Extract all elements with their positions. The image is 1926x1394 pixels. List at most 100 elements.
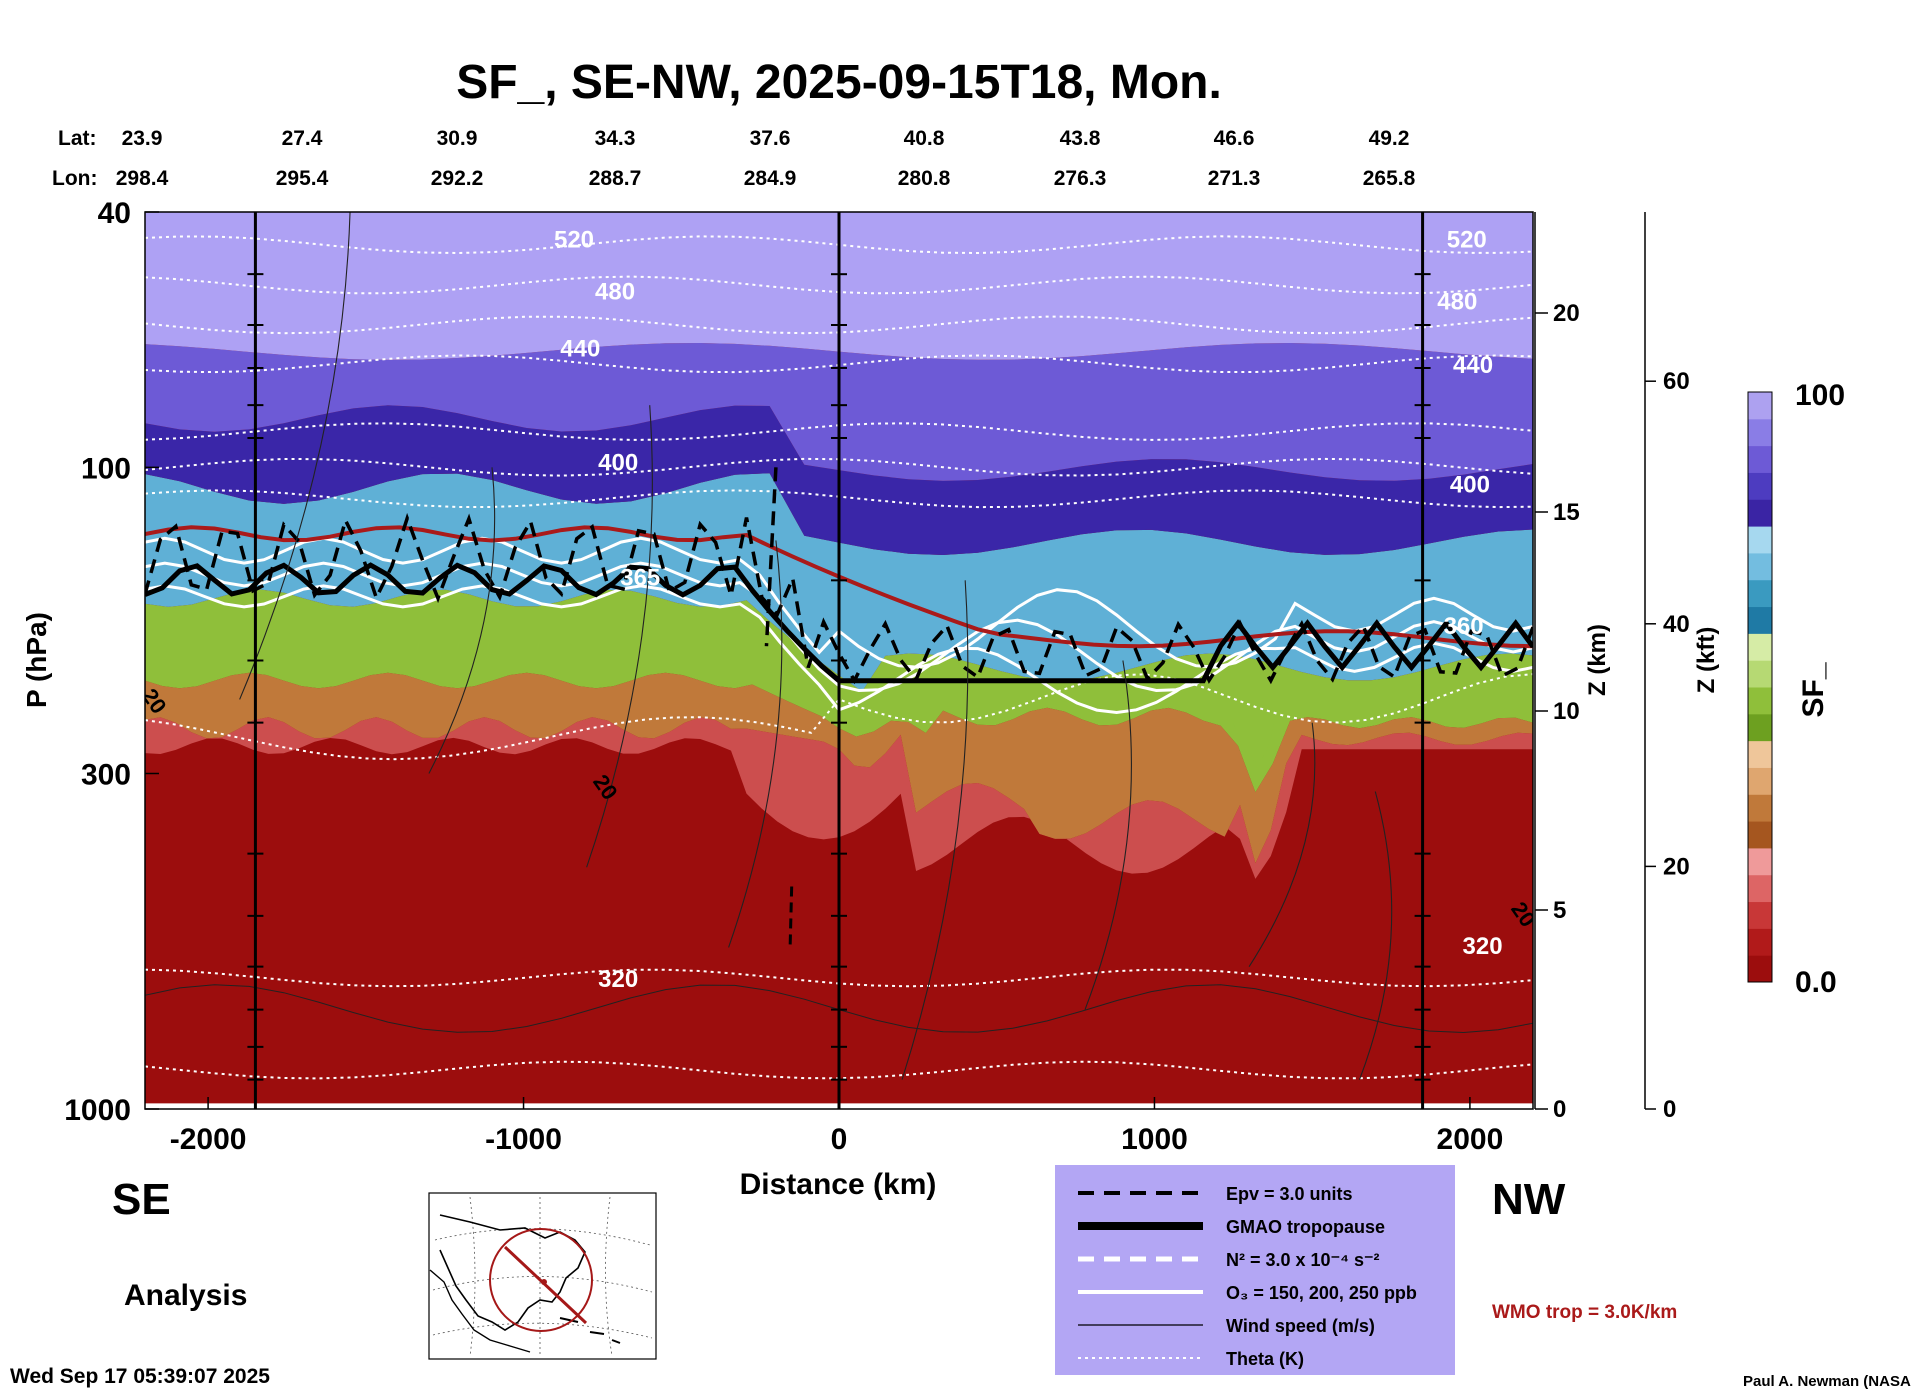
legend-background [1055,1165,1455,1375]
analysis-label: Analysis [124,1279,247,1312]
p-tick-label: 40 [98,197,131,230]
theta-label: 520 [1447,227,1487,254]
lat-value: 49.2 [1369,127,1410,150]
legend-entry-label: Wind speed (m/s) [1226,1316,1375,1336]
lat-lon-row: 23.9 27.4 30.9 34.3 37.6 40.8 43.8 46.6 49.2 298.… [116,127,1416,190]
wind-speed-contour [1084,660,1132,1010]
wind-speed-contour [1358,791,1393,1080]
lat-value: 37.6 [750,127,791,150]
colorbar-swatch [1748,552,1772,581]
z-km-tick-label: 10 [1553,698,1580,725]
p-tick-label: 100 [81,452,131,485]
legend-entry-label: Epv = 3.0 units [1226,1184,1353,1204]
colorbar-swatch [1748,579,1772,608]
colorbar-swatch [1748,472,1772,500]
plot-area: 5204804404003653205204804404003603202020… [144,211,1534,1110]
colorbar-swatch [1748,928,1772,956]
colorbar-swatch [1748,713,1772,742]
epv-contour [764,467,778,647]
colorbar-swatch [1748,660,1772,688]
epv-contour [788,886,794,948]
sf-green-tongue [1233,722,1275,762]
theta-label: 440 [560,335,600,362]
wind-speed-contour [901,580,969,1080]
wind-speed-contour [428,467,496,774]
credit: Paul A. Newman (NASA [1743,1373,1911,1390]
lon-value: 280.8 [898,167,951,190]
lon-value: 276.3 [1054,167,1107,190]
lat-value: 43.8 [1060,127,1101,150]
x-tick-label: 0 [831,1123,848,1156]
wind-speed-contour [728,540,783,948]
lat-label: Lat: [58,127,97,150]
theta-label: 440 [1453,352,1493,379]
z-kft-tick-label: 0 [1663,1096,1676,1123]
colorbar-swatch [1748,901,1772,929]
legend-entry-label: N² = 3.0 x 10⁻⁴ s⁻² [1226,1250,1379,1270]
map-coastline-2 [429,1269,531,1353]
colorbar-swatch [1748,633,1772,661]
colorbar-swatch [1748,687,1772,715]
colorbar-max-label: 100 [1795,379,1845,412]
z-kft-tick-label: 60 [1663,368,1690,395]
timestamp: Wed Sep 17 05:39:07 2025 [10,1365,270,1388]
map-center-point [541,1279,547,1285]
theta-label: 360 [1444,613,1484,640]
colorbar-swatch [1748,740,1772,768]
lon-value: 292.2 [431,167,484,190]
epv-contour [145,512,1533,685]
colorbar-swatch [1748,526,1772,554]
lon-value: 295.4 [276,167,329,190]
map-grid [432,1196,653,1357]
colorbar-swatch [1748,794,1772,822]
theta-isentrope [145,673,1533,761]
x-tick-label: -2000 [170,1123,247,1156]
lon-value: 288.7 [589,167,642,190]
axes: -2000 -1000 0 1000 2000 40 100 300 1000 0 5 10 15 20 0… [64,197,1689,1156]
theta-label: 520 [554,227,594,254]
lon-value: 298.4 [116,167,169,190]
sf-brown-band [145,672,1533,864]
colorbar-swatch [1748,874,1772,903]
z-kft-axis-label: Z (kft) [1693,627,1720,694]
p-tick-label: 300 [81,758,131,791]
theta-label: 480 [1437,289,1477,316]
theta-label: 320 [1463,933,1503,960]
legend-box: Epv = 3.0 units GMAO tropopause N² = 3.0 x… [1055,1165,1455,1375]
theta-label: 400 [1450,472,1490,499]
colorbar-swatch [1748,955,1772,983]
lat-value: 46.6 [1214,127,1255,150]
wmo-trop-label: WMO trop = 3.0K/km [1492,1302,1677,1323]
lat-value: 23.9 [122,127,163,150]
theta-label: 400 [598,450,638,477]
theta-label: 365 [620,565,660,592]
lon-value: 265.8 [1363,167,1416,190]
se-label: SE [112,1175,171,1224]
colorbar-swatch [1748,418,1772,447]
colorbar-title: SF_ [1797,662,1830,717]
x-tick-label: -1000 [485,1123,562,1156]
p-tick-label: 1000 [64,1094,131,1127]
nw-label: NW [1492,1175,1566,1224]
z-km-axis-label: Z (km) [1584,624,1611,696]
map-frame [428,1192,657,1360]
contour-overlays: 5204804404003653205204804404003603202020… [145,212,1533,1109]
lat-value: 27.4 [282,127,323,150]
wind-speed-contour [239,212,351,700]
z-kft-tick-label: 40 [1663,611,1690,638]
chart-title: SF_, SE-NW, 2025-09-15T18, Mon. [456,56,1222,109]
lon-value: 271.3 [1208,167,1261,190]
z-km-tick-label: 20 [1553,300,1580,327]
colorbar-frame [1747,391,1773,983]
lat-value: 40.8 [904,127,945,150]
colorbar-swatch [1748,445,1772,473]
x-tick-label: 1000 [1121,1123,1188,1156]
map-islands [559,1317,621,1344]
theta-label: 480 [595,278,635,305]
colorbar-min-label: 0.0 [1795,966,1837,999]
wind-speed-contour [1248,722,1316,967]
colorbar-swatch [1748,606,1772,634]
locator-map [428,1192,657,1360]
colorbar: 100 0.0 SF_ [1747,379,1845,999]
legend-entry-label: O₃ = 150, 200, 250 ppb [1226,1283,1417,1303]
